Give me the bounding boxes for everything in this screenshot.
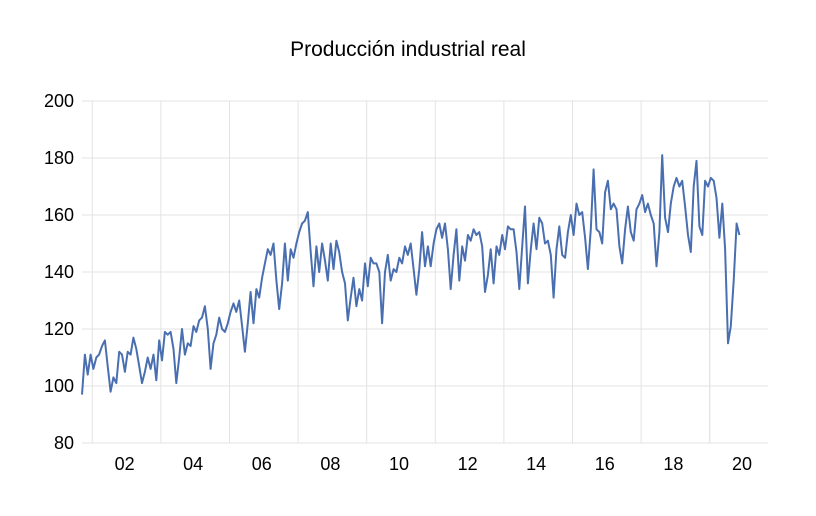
x-tick-label: 08	[320, 454, 340, 474]
x-tick-label: 06	[252, 454, 272, 474]
y-tick-label: 160	[44, 205, 74, 225]
x-tick-label: 20	[732, 454, 752, 474]
x-tick-label: 04	[183, 454, 203, 474]
x-tick-label: 02	[115, 454, 135, 474]
x-tick-label: 16	[595, 454, 615, 474]
y-tick-label: 180	[44, 148, 74, 168]
y-tick-label: 200	[44, 91, 74, 111]
x-tick-label: 10	[389, 454, 409, 474]
series-layer	[81, 154, 741, 395]
x-tick-label: 14	[526, 454, 546, 474]
chart-title: Producción industrial real	[290, 38, 526, 61]
x-axis-tick-labels: 02 04 06 08 10 12 14 16 18 20	[115, 454, 752, 474]
series-line	[81, 154, 741, 395]
y-axis-tick-labels: 80 100 120 140 160 180 200	[44, 91, 74, 453]
y-tick-label: 80	[54, 433, 74, 453]
y-tick-label: 140	[44, 262, 74, 282]
x-tick-label: 18	[663, 454, 683, 474]
y-tick-label: 120	[44, 319, 74, 339]
x-tick-label: 12	[458, 454, 478, 474]
grid-lines	[82, 100, 768, 444]
y-tick-label: 100	[44, 376, 74, 396]
